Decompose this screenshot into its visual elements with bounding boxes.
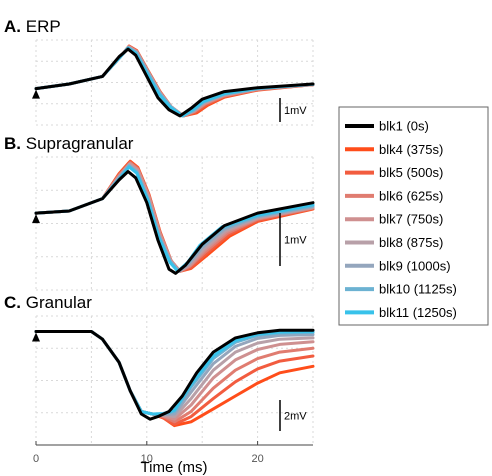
panel-a-title: A. ERP — [4, 17, 61, 36]
panel-a-scale-label: 1mV — [284, 105, 307, 117]
panel-c-curves — [34, 328, 315, 428]
legend-label-5: blk8 (875s) — [379, 235, 443, 250]
x-axis-label: Time (ms) — [141, 459, 208, 476]
legend-label-6: blk9 (1000s) — [379, 258, 451, 273]
panel-c-title: C. Granular — [4, 293, 92, 312]
panel-b-grid — [35, 156, 314, 291]
x-tick-label-2: 20 — [251, 453, 263, 465]
x-tick-label-0: 0 — [33, 453, 39, 465]
panel-b-start-arrow — [32, 214, 40, 224]
panel-b-letter: B. — [4, 134, 21, 153]
x-ticks: 0 10 20 — [33, 441, 264, 465]
legend-items: blk1 (0s) blk4 (375s) blk5 (500s) blk6 (625… — [345, 119, 457, 320]
panel-c-name: Granular — [26, 293, 92, 312]
panel-a-curves — [34, 44, 315, 118]
legend-label-0: blk1 (0s) — [379, 119, 429, 134]
legend-label-4: blk7 (750s) — [379, 212, 443, 227]
panel-a-start-arrow — [32, 89, 40, 99]
panel-b-scale-label: 1mV — [284, 235, 307, 247]
panel-c-scale-label: 2mV — [284, 411, 307, 423]
legend-label-2: blk5 (500s) — [379, 165, 443, 180]
x-axis: 0 10 20 Time (ms) — [33, 441, 313, 476]
panel-b-name: Supragranular — [26, 134, 134, 153]
panel-b-curve-0 — [34, 170, 315, 275]
panel-a: A. ERP 1mV — [4, 17, 315, 126]
panel-a-curve-0 — [34, 47, 315, 118]
panel-c-start-arrow — [32, 332, 40, 342]
panel-a-name: ERP — [26, 17, 61, 36]
panel-c: C. Granular 2mV — [4, 293, 315, 446]
legend-label-1: blk4 (375s) — [379, 142, 443, 157]
legend-label-7: blk10 (1125s) — [379, 282, 457, 297]
panel-c-curve-8 — [34, 330, 315, 416]
panel-b-curves — [34, 159, 315, 275]
panel-c-curve-7 — [34, 330, 315, 416]
panel-a-letter: A. — [4, 17, 21, 36]
panel-c-curve-0 — [34, 328, 315, 421]
panel-c-curve-6 — [34, 330, 315, 417]
x-tick-label-1: 10 — [141, 453, 153, 465]
panel-b: B. Supragranular 1mV — [4, 134, 315, 291]
panel-b-title: B. Supragranular — [4, 134, 134, 153]
legend-label-3: blk6 (625s) — [379, 188, 443, 203]
legend: blk1 (0s) blk4 (375s) blk5 (500s) blk6 (625… — [338, 106, 489, 326]
panel-c-letter: C. — [4, 293, 21, 312]
legend-label-8: blk11 (1250s) — [379, 305, 457, 320]
